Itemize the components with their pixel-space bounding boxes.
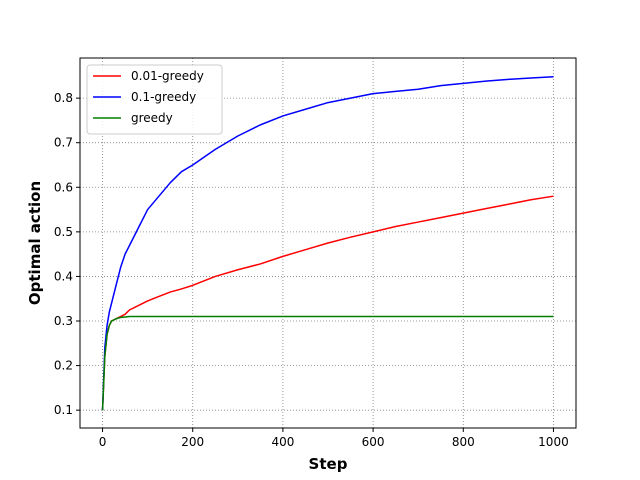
x-tick-label: 600 [362,435,385,449]
plot-frame [79,57,577,429]
x-tick-label: 1000 [538,435,569,449]
y-tick-label: 0.5 [54,225,73,239]
x-tick-label: 0 [99,435,107,449]
axis-ticks: 0 200 400 600 800 1000 0.1 0.2 0.3 0.4 0.5 0.6 0.7 0.… [54,91,569,449]
y-tick-label: 0.8 [54,91,73,105]
series-line-greedy [101,315,554,411]
x-tick-label: 200 [181,435,204,449]
y-tick-label: 0.2 [54,359,73,373]
series-lines [101,75,554,411]
legend: 0.01-greedy 0.1-greedy greedy [86,64,223,135]
y-tick-label: 0.1 [54,403,73,417]
series-line-0.1-greedy [101,75,554,411]
legend-box [86,64,223,135]
y-axis-label: Optimal action [26,181,44,305]
legend-label-0.01-greedy: 0.01-greedy [131,69,204,83]
y-tick-label: 0.4 [54,269,73,283]
x-axis-label: Step [309,455,348,473]
x-tick-label: 400 [271,435,294,449]
y-tick-label: 0.7 [54,136,73,150]
legend-label-0.1-greedy: 0.1-greedy [131,90,196,104]
y-tick-label: 0.6 [54,180,73,194]
y-tick-label: 0.3 [54,314,73,328]
x-tick-label: 800 [452,435,475,449]
legend-label-greedy: greedy [131,111,173,125]
